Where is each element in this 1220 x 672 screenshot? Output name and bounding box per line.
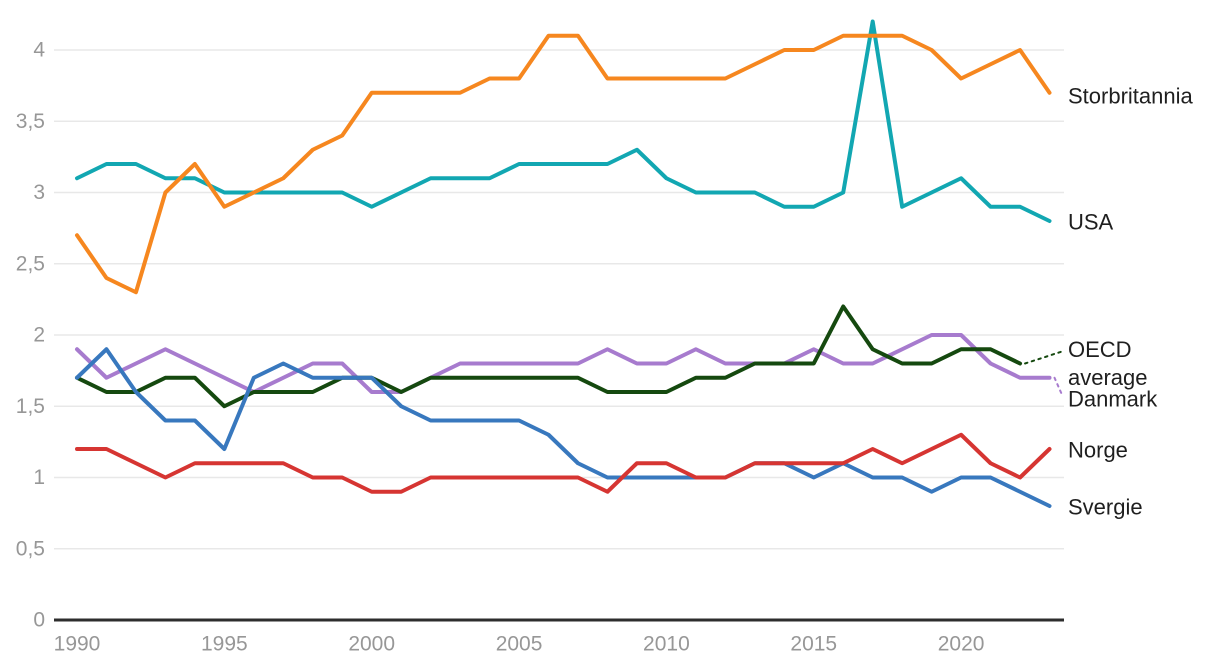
series-label-usa: USA <box>1068 210 1114 235</box>
x-tick-label-2015: 2015 <box>790 633 837 656</box>
y-tick-label-0: 0 <box>33 609 45 632</box>
series-line-svergie <box>75 347 1052 508</box>
y-tick-label-4: 4 <box>33 39 45 62</box>
y-tick-label-1-5: 1,5 <box>16 395 45 418</box>
y-tick-label-2-5: 2,5 <box>16 252 45 275</box>
series-label-svergie: Svergie <box>1068 495 1143 520</box>
series-label-norge: Norge <box>1068 438 1128 463</box>
series-label-oecd-average-line1: OECD <box>1068 337 1132 362</box>
x-tick-label-1990: 1990 <box>54 633 101 656</box>
x-tick-label-2005: 2005 <box>496 633 543 656</box>
series-label-danmark: Danmark <box>1068 386 1158 411</box>
series-line-storbritannia <box>75 33 1052 295</box>
y-tick-label-1: 1 <box>33 466 45 489</box>
y-tick-label-3: 3 <box>33 181 45 204</box>
series-label-oecd-average-line2: average <box>1068 365 1148 390</box>
series-line-usa <box>75 19 1052 223</box>
x-tick-label-2000: 2000 <box>348 633 395 656</box>
series-label-storbritannia: Storbritannia <box>1068 83 1194 108</box>
series-line-norge <box>75 432 1052 494</box>
y-tick-label-0-5: 0,5 <box>16 537 45 560</box>
leader-line-oecd-average <box>1024 350 1063 365</box>
x-tick-label-2010: 2010 <box>643 633 690 656</box>
y-tick-label-3-5: 3,5 <box>16 110 45 133</box>
series-line-oecd-average <box>75 304 1023 409</box>
x-tick-label-1995: 1995 <box>201 633 248 656</box>
leader-line-danmark <box>1053 376 1063 396</box>
x-tick-label-2020: 2020 <box>938 633 985 656</box>
y-tick-label-2: 2 <box>33 324 45 347</box>
